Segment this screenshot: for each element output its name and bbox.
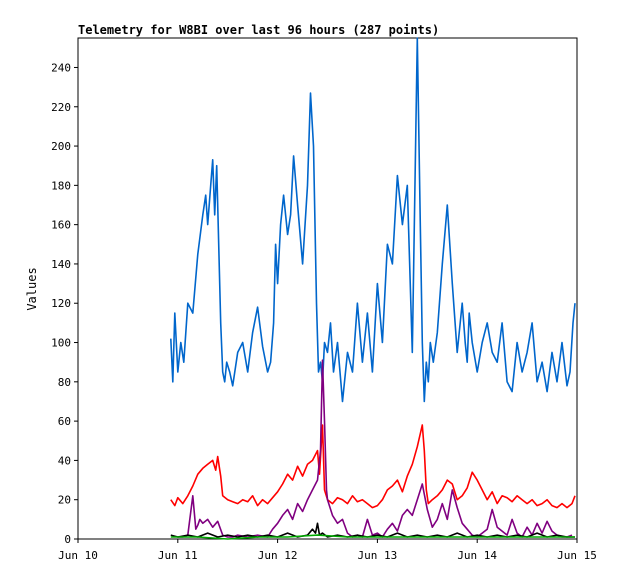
y-tick-label: 160 — [51, 219, 71, 232]
y-tick-label: 0 — [64, 533, 71, 546]
y-axis-label: Values — [25, 267, 39, 310]
y-tick-label: 180 — [51, 179, 71, 192]
x-tick-label: Jun 14 — [457, 549, 497, 562]
x-tick-label: Jun 15 — [557, 549, 597, 562]
series-line-3 — [170, 522, 575, 538]
y-tick-label: 120 — [51, 297, 71, 310]
plot-frame — [77, 37, 578, 540]
y-tick-label: 200 — [51, 140, 71, 153]
y-tick-label: 20 — [58, 494, 71, 507]
y-tick-label: 220 — [51, 101, 71, 114]
y-tick-label: 240 — [51, 61, 71, 74]
series-layer — [170, 37, 576, 540]
series-line-1 — [170, 424, 576, 509]
y-tick-label: 80 — [58, 376, 71, 389]
x-axis: Jun 10 Jun 11 Jun 12 Jun 13 Jun 14 Jun 15 — [58, 539, 597, 562]
x-tick-label: Jun 10 — [58, 549, 98, 562]
y-tick-label: 140 — [51, 258, 71, 271]
y-tick-label: 40 — [58, 454, 71, 467]
chart-title: Telemetry for W8BI over last 96 hours (2… — [78, 23, 439, 37]
y-tick-label: 100 — [51, 337, 71, 350]
x-tick-label: Jun 12 — [258, 549, 298, 562]
series-line-4 — [170, 534, 575, 540]
y-tick-label: 60 — [58, 415, 71, 428]
y-axis: 0 20 40 60 80 100 120 140 160 180 200 220 240 — [51, 61, 78, 546]
series-line-0 — [170, 37, 576, 403]
x-tick-label: Jun 11 — [158, 549, 198, 562]
x-tick-label: Jun 13 — [358, 549, 398, 562]
